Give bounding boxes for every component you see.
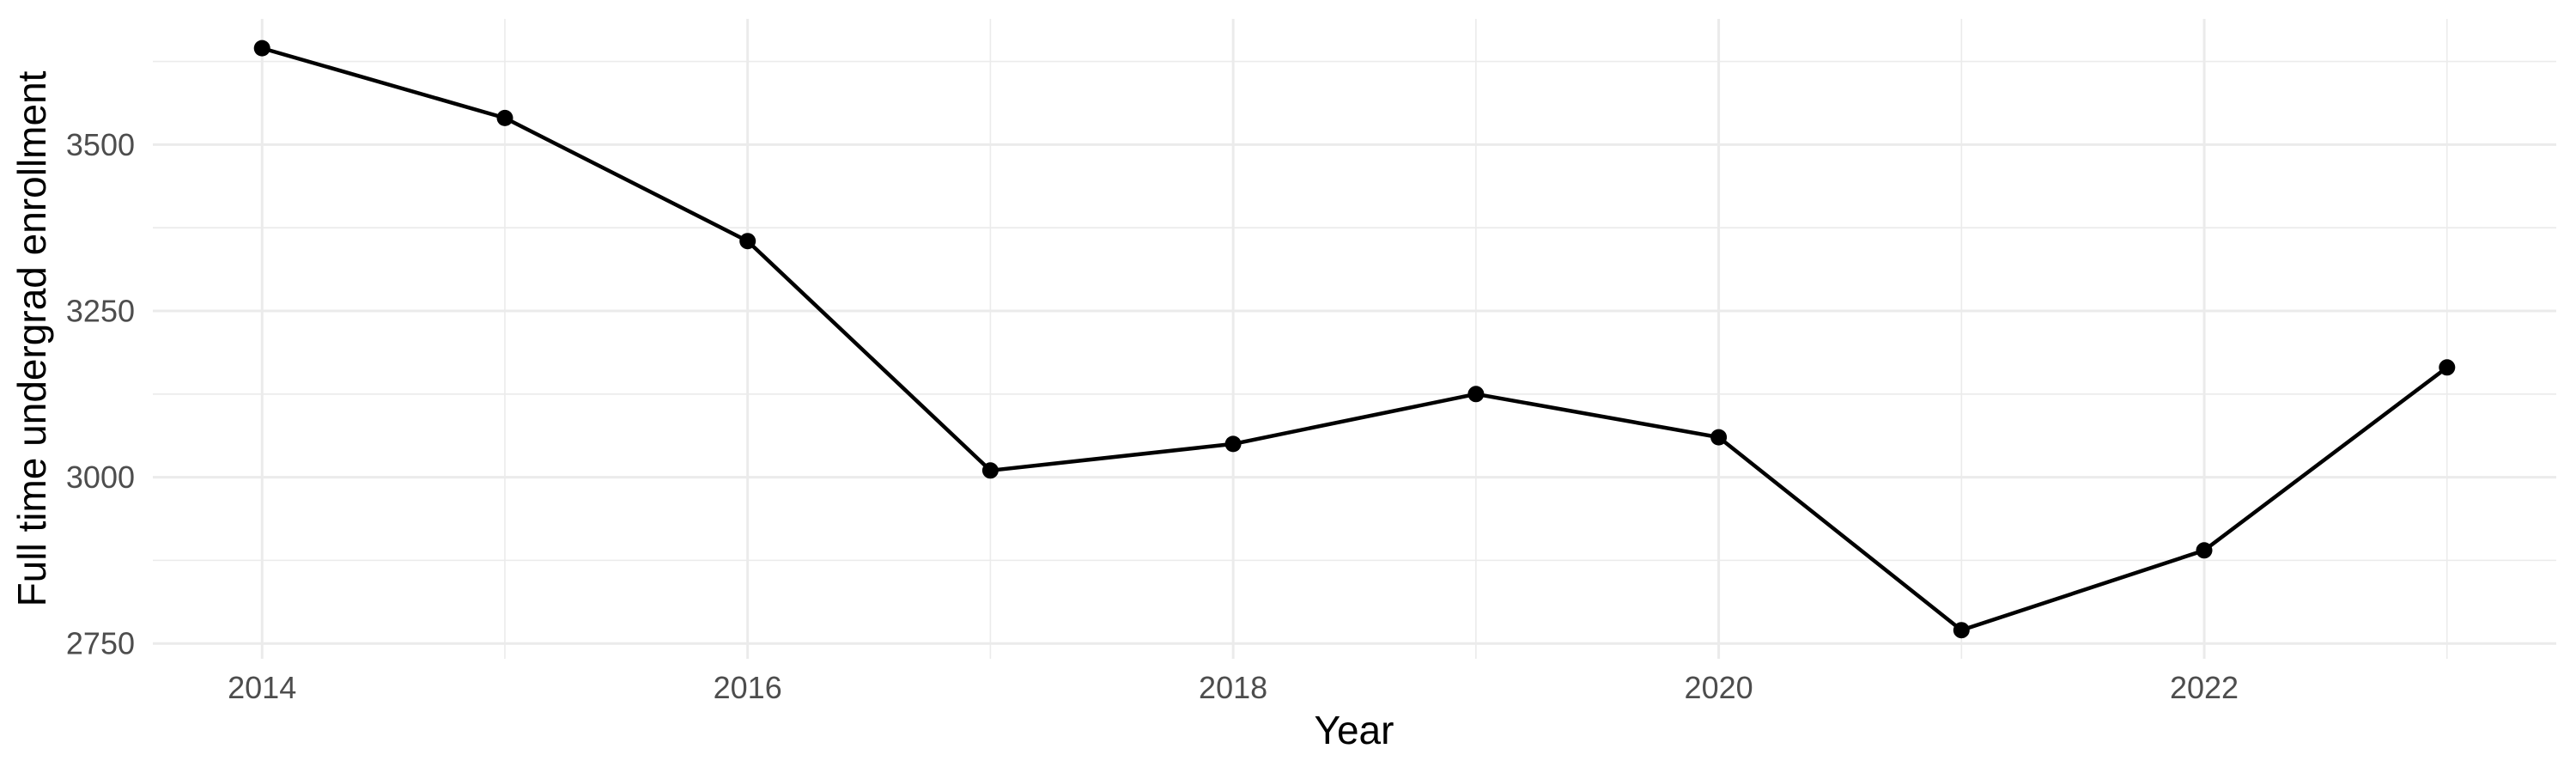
y-tick-label: 3250 xyxy=(66,294,135,329)
data-point xyxy=(1953,622,1970,639)
data-point xyxy=(1224,435,1242,453)
x-tick-labels: 2014 2016 2018 2020 2022 xyxy=(228,670,2239,705)
x-tick-label: 2016 xyxy=(714,670,782,705)
data-point xyxy=(496,109,513,126)
data-point xyxy=(2439,359,2456,376)
x-tick-label: 2022 xyxy=(2170,670,2239,705)
gridlines-major xyxy=(153,19,2556,659)
y-axis-title: Full time undergrad enrollment xyxy=(9,70,54,606)
x-tick-label: 2014 xyxy=(228,670,296,705)
x-axis-title: Year xyxy=(1315,708,1394,752)
gridlines-minor xyxy=(153,19,2556,659)
x-tick-label: 2018 xyxy=(1199,670,1267,705)
points-layer xyxy=(253,40,2456,639)
y-tick-labels: 3500 3250 3000 2750 xyxy=(66,127,135,661)
data-point xyxy=(1467,386,1485,403)
y-tick-label: 2750 xyxy=(66,626,135,661)
y-tick-label: 3500 xyxy=(66,127,135,162)
series-line xyxy=(261,46,2449,632)
data-point xyxy=(739,233,756,250)
data-point xyxy=(253,40,270,57)
data-point xyxy=(2196,542,2213,559)
series-layer xyxy=(261,46,2449,632)
data-point xyxy=(981,462,999,479)
data-point xyxy=(1710,429,1728,446)
x-tick-label: 2020 xyxy=(1685,670,1753,705)
y-tick-label: 3000 xyxy=(66,460,135,495)
